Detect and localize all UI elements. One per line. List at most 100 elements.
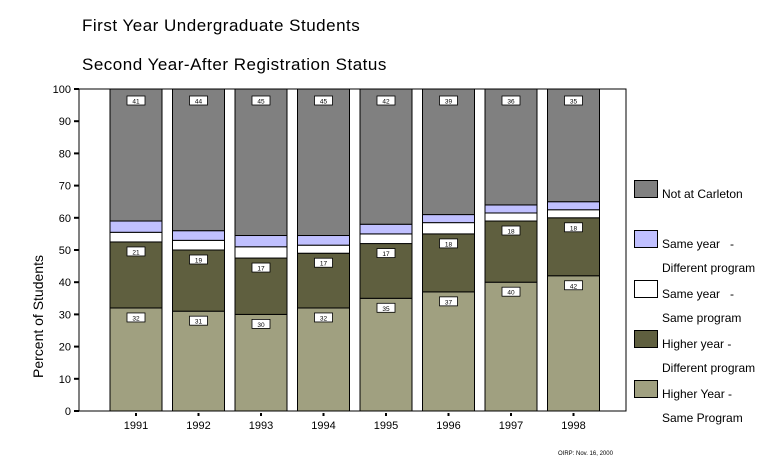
data-label-box [126,312,146,323]
bar-segment [172,239,225,251]
x-tick-label: 1991 [124,420,148,432]
data-label: 35 [382,306,390,313]
data-label-box [126,246,146,257]
bar-segment [422,214,475,224]
y-tick-label: 0 [65,406,71,418]
data-label: 17 [257,266,265,273]
data-label: 36 [507,99,515,106]
data-label-box [501,95,521,106]
chart-subtitle: Second Year-After Registration Status [82,55,387,74]
data-label-box [189,315,208,326]
x-tick-label: 1992 [186,420,210,432]
x-tick-label: 1996 [436,420,460,432]
data-label-box [439,238,458,249]
legend-label: Same year - Same program [662,287,742,325]
y-tick-label: 70 [59,181,71,193]
data-label-box [564,280,583,291]
bar-segment [359,223,413,235]
y-tick-label: 30 [59,309,71,321]
data-label-box [439,296,458,307]
y-tick-label: 90 [59,116,71,128]
bar-segment [109,307,163,412]
legend-swatch [634,180,658,198]
bar-segment [109,220,163,233]
data-label-box [564,95,583,106]
y-tick-label: 50 [59,245,71,257]
data-label: 37 [445,299,453,306]
y-tick-label: 80 [59,148,71,160]
legend-label: Same year - Different program [662,237,756,275]
bar-segment [297,307,350,412]
bar-segment [359,88,413,225]
data-label-box [376,302,396,313]
bar-segment [484,281,538,412]
data-label: 45 [257,99,265,106]
data-label-box [314,312,333,323]
x-tick-label: 1993 [249,420,273,432]
bar-segment [109,231,163,243]
data-label-box [501,286,521,297]
bar-segment [234,235,288,248]
data-label-box [501,225,521,236]
bar-segment [172,88,225,232]
bar-segment [359,297,413,412]
data-label: 19 [195,258,203,265]
legend-swatch [634,230,658,248]
data-label: 39 [445,99,453,106]
data-label: 32 [320,315,328,322]
bar-segment [234,246,288,259]
bar-segment [547,88,600,203]
data-label: 35 [570,99,578,106]
x-tick-label: 1997 [499,420,523,432]
legend-swatch [634,280,658,298]
data-label-box [439,95,458,106]
bar-segment [422,291,475,412]
bar-segment [172,230,225,241]
y-tick-label: 40 [59,277,71,289]
data-label-box [189,254,208,265]
bar-segment [234,313,288,412]
data-label: 31 [195,319,203,326]
x-tick-label: 1994 [311,420,335,432]
bar-segment [547,201,600,211]
data-label-box [314,257,333,268]
data-label-box [251,262,271,273]
y-tick-label: 100 [53,84,71,96]
x-tick-label: 1995 [374,420,398,432]
x-tick-label: 1998 [561,420,585,432]
bar-segment [422,222,475,235]
y-tick-label: 20 [59,342,71,354]
bar-segment [422,88,475,216]
data-label: 41 [132,99,140,106]
data-label: 32 [132,315,140,322]
bar-segment [172,310,225,412]
data-label: 40 [507,290,515,297]
data-label-box [126,95,146,106]
data-label-box [376,248,396,258]
legend-swatch [634,380,658,398]
data-label: 18 [507,229,515,236]
data-label-box [314,95,333,106]
y-tick-label: 10 [59,374,71,386]
data-label-box [251,95,271,106]
legend-swatch [634,330,658,348]
data-label-box [251,318,271,329]
data-label-box [189,95,208,106]
bar-segment [484,212,538,222]
data-label: 17 [382,251,390,258]
chart-title: First Year Undergraduate Students [82,16,361,35]
data-label: 42 [382,99,390,106]
data-label: 21 [132,249,140,256]
legend-label: Not at Carleton [662,187,743,201]
bar-segment [297,244,350,254]
bar-segment [547,275,600,412]
data-label: 17 [320,261,328,268]
bar-segment [109,88,163,222]
data-label: 42 [570,283,578,290]
data-label-box [376,95,396,106]
footnote: OIRP: Nov. 16, 2000 [558,451,613,457]
data-label: 18 [445,241,453,248]
bar-segment [484,204,538,214]
data-label-box [564,222,583,233]
data-label: 45 [320,99,328,106]
